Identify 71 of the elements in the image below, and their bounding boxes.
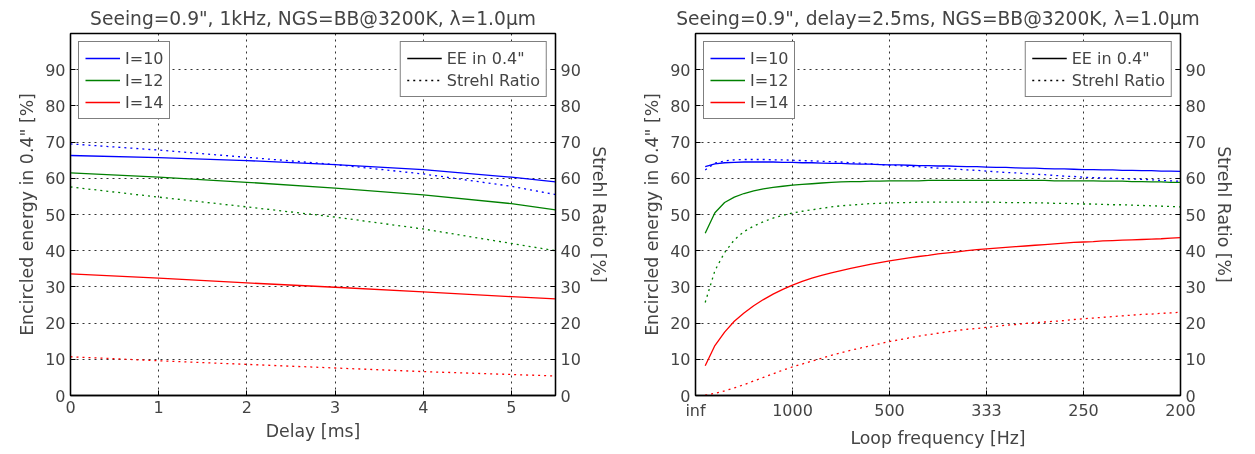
y2-tick-label: 10 [560, 350, 581, 370]
x-tick-label: 1 [153, 397, 164, 417]
legend-label: Strehl Ratio [446, 70, 540, 90]
legend-label: I=14 [125, 92, 164, 112]
line-series [704, 158, 1181, 182]
legend-label: I=10 [125, 48, 164, 68]
y2-tick-label: 60 [560, 169, 581, 189]
chart-title: Seeing=0.9", delay=2.5ms, NGS=BB@3200K, λ=1.0μm [676, 7, 1200, 29]
legend-label: I=12 [125, 70, 164, 90]
x-tick-label: 333 [971, 400, 1002, 420]
y2-tick-label: 90 [560, 60, 581, 80]
y2-tick-label: 30 [560, 277, 581, 297]
legend-label: Strehl Ratio [1071, 70, 1165, 90]
x-tick-label: 250 [1068, 400, 1099, 420]
y-tick-label: 70 [670, 133, 691, 153]
x-tick-label: 2 [241, 397, 252, 417]
legend-label: EE in 0.4" [446, 48, 525, 68]
line-series [704, 311, 1181, 396]
legend-label: EE in 0.4" [1071, 48, 1150, 68]
y-tick-label: 30 [45, 277, 66, 297]
y2-tick-label: 10 [1185, 350, 1206, 370]
y-axis-title: Encircled energy in 0.4" [%] [17, 93, 38, 336]
x-tick-label: 4 [418, 397, 429, 417]
y-tick-label: 60 [670, 169, 691, 189]
y-tick-label: 70 [45, 133, 66, 153]
legend-label: I=12 [750, 70, 789, 90]
y-tick-label: 80 [670, 96, 691, 116]
y2-tick-label: 60 [1185, 169, 1206, 189]
x-axis-title: Delay [ms] [265, 420, 361, 441]
chart-title: Seeing=0.9", 1kHz, NGS=BB@3200K, λ=1.0μm [90, 7, 536, 29]
y-tick-label: 50 [670, 205, 691, 225]
y2-tick-label: 70 [1185, 133, 1206, 153]
line-series [704, 201, 1181, 304]
y2-tick-label: 70 [560, 133, 581, 153]
y-tick-label: 40 [45, 241, 66, 261]
legend-label: I=14 [750, 92, 789, 112]
line-series [704, 237, 1181, 367]
y2-tick-label: 90 [1185, 60, 1206, 80]
x-tick-label: 1000 [772, 400, 813, 420]
y-tick-label: 10 [670, 350, 691, 370]
y-tick-label: 60 [45, 169, 66, 189]
y2-tick-label: 20 [1185, 314, 1206, 334]
legend-label: I=10 [750, 48, 789, 68]
y2-tick-label: 80 [1185, 96, 1206, 116]
y2-tick-label: 50 [1185, 205, 1206, 225]
y-tick-label: 20 [670, 314, 691, 334]
y2-tick-label: 50 [560, 205, 581, 225]
y-tick-label: 90 [45, 60, 66, 80]
x-axis-title: Loop frequency [Hz] [850, 427, 1026, 448]
line-series [704, 179, 1181, 234]
y-tick-label: 20 [45, 314, 66, 334]
y-tick-label: 80 [45, 96, 66, 116]
y2-tick-label: 80 [560, 96, 581, 116]
x-tick-label: 500 [874, 400, 905, 420]
y-tick-label: 10 [45, 350, 66, 370]
line-series [70, 143, 556, 196]
line-series [70, 172, 556, 211]
y2-tick-label: 30 [1185, 277, 1206, 297]
line-series [70, 273, 556, 300]
x-tick-label: 3 [329, 397, 341, 417]
y2-axis-title: Strehl Ratio [%] [1213, 146, 1234, 283]
y-tick-label: 50 [45, 205, 66, 225]
y-tick-label: 40 [670, 241, 691, 261]
y-tick-label: 30 [670, 277, 691, 297]
y-axis-title: Encircled energy in 0.4" [%] [642, 93, 663, 336]
x-tick-label: 5 [506, 397, 517, 417]
y2-axis-title: Strehl Ratio [%] [588, 146, 609, 283]
y2-tick-label: 40 [1185, 241, 1206, 261]
y2-tick-label: 40 [560, 241, 581, 261]
y-tick-label: 90 [670, 60, 691, 80]
y2-tick-label: 20 [560, 314, 581, 334]
